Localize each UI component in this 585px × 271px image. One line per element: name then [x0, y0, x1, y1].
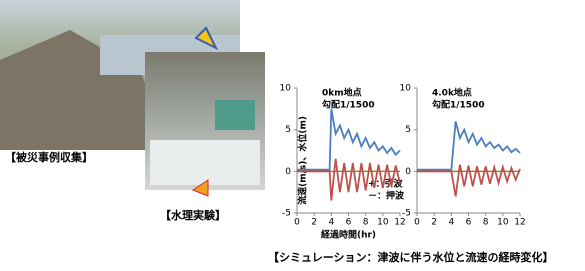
photo-experiment	[145, 52, 265, 190]
x-tick-label: 8	[483, 218, 489, 228]
y-tick-label: 0	[285, 167, 291, 177]
x-tick-label: 10	[497, 218, 509, 228]
x-tick-label: 6	[466, 218, 472, 228]
x-tick-label: 12	[514, 218, 525, 228]
y-axis-label: 流速(m/s)、水位(m)	[297, 116, 309, 205]
annotation: 0km地点	[322, 87, 362, 99]
y-tick-label: 5	[405, 125, 411, 135]
annotation: 4.0k地点	[432, 87, 472, 99]
x-tick-label: 8	[363, 218, 369, 228]
x-tick-label: 2	[311, 218, 317, 228]
x-tick-label: 2	[431, 218, 437, 228]
x-tick-label: 0	[414, 218, 420, 228]
y-tick-label: 0	[405, 167, 411, 177]
y-tick-label: -5	[402, 209, 411, 219]
x-tick-label: 6	[346, 218, 352, 228]
annotation: －：押波	[368, 190, 405, 202]
x-tick-label: 4	[448, 218, 454, 228]
x-axis-label: 経過時間(hr)	[321, 229, 376, 241]
series-line	[417, 121, 520, 169]
x-tick-label: 12	[394, 218, 405, 228]
y-tick-label: -5	[282, 209, 291, 219]
photo-caption: 【水理実験】	[160, 208, 226, 222]
y-tick-label: 5	[285, 125, 291, 135]
page: 【被災事例収集】 【水理実験】 【シミュレーション：津波に伴う水位と流速の経時変…	[0, 0, 585, 271]
series-line	[297, 109, 400, 170]
x-tick-label: 0	[294, 218, 300, 228]
x-tick-label: 10	[377, 218, 389, 228]
y-tick-label: 10	[400, 84, 412, 94]
x-tick-label: 4	[328, 218, 334, 228]
annotation: 勾配1/1500	[322, 99, 375, 111]
y-tick-label: 10	[280, 84, 292, 94]
caption: 【シミュレーション：津波に伴う水位と流速の経時変化】	[268, 250, 554, 264]
photo-caption: 【被災事例収集】	[5, 150, 93, 164]
annotation: 勾配1/1500	[432, 99, 485, 111]
